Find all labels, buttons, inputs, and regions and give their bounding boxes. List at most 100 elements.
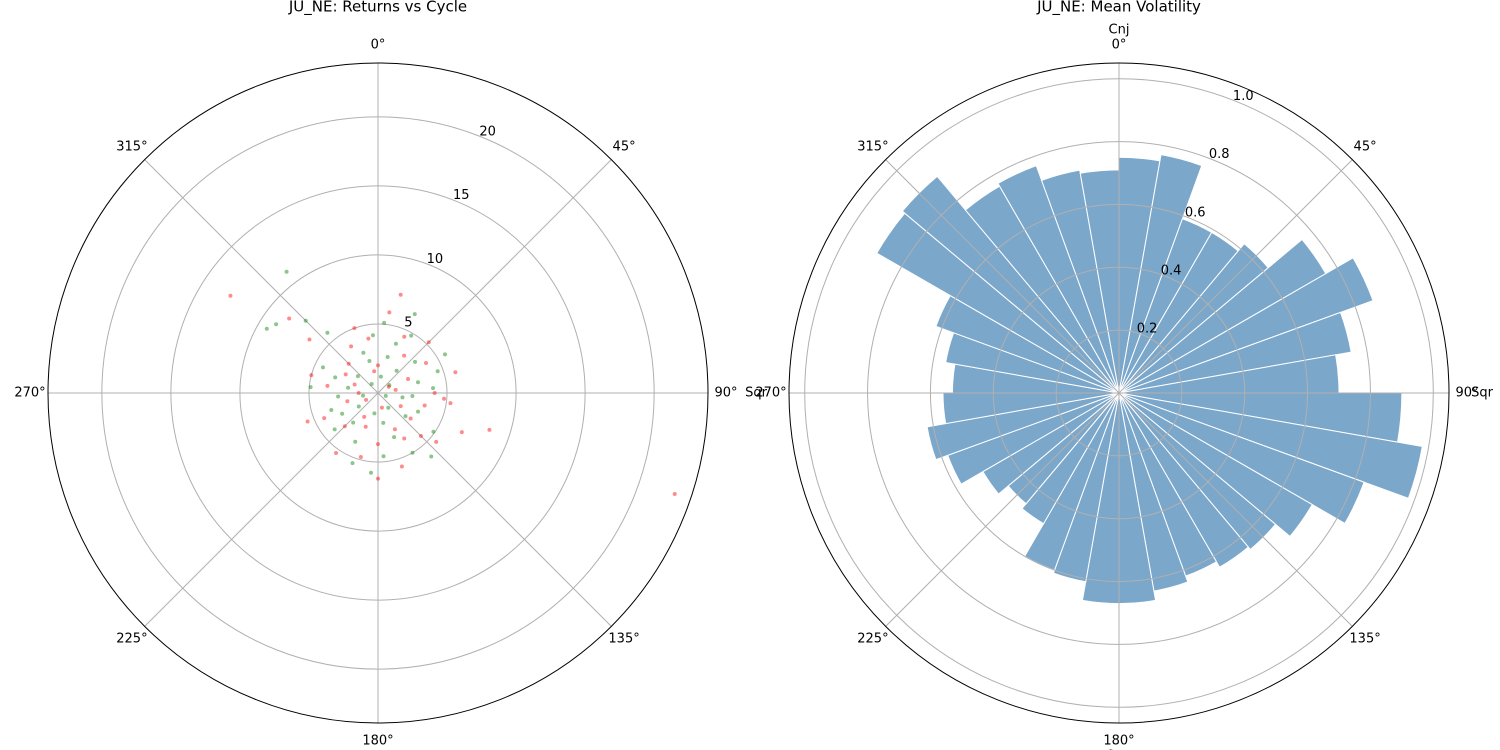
scatter-point <box>363 424 368 429</box>
polar-frame <box>788 62 1450 724</box>
scatter-point <box>382 320 387 325</box>
scatter-point <box>402 436 407 441</box>
scatter-point <box>309 373 314 378</box>
scatter-point <box>408 416 413 421</box>
scatter-point <box>356 391 361 395</box>
scatter-point <box>406 376 411 381</box>
scatter-point <box>398 404 403 409</box>
scatter-point <box>392 435 397 440</box>
bar <box>997 164 1120 394</box>
scatter-point <box>345 399 350 404</box>
scatter-point <box>487 427 492 432</box>
bar <box>1040 169 1120 394</box>
scatter-point <box>422 403 427 408</box>
scatter-point <box>358 455 363 460</box>
theta-tick-label: 135° <box>1349 632 1380 647</box>
scatter-point <box>334 450 339 455</box>
theta-tick-label: 225° <box>116 632 147 647</box>
scatter-point <box>353 439 358 444</box>
scatter-point <box>343 372 348 377</box>
scatter-point <box>431 429 436 434</box>
scatter-point <box>385 354 390 359</box>
scatter-point <box>387 383 392 388</box>
bar <box>1118 257 1374 394</box>
bar <box>926 392 1120 461</box>
scatter-point <box>376 442 380 447</box>
theta-tick-label: 270° <box>755 386 786 401</box>
scatter-point <box>403 414 408 419</box>
scatter-point <box>418 433 423 438</box>
grid-spoke <box>377 159 612 394</box>
scatter-point <box>432 391 437 395</box>
scatter-point <box>387 310 392 315</box>
scatter-point <box>333 375 338 380</box>
scatter-point <box>453 370 458 375</box>
scatter-point <box>381 454 386 459</box>
theta-tick-label: 45° <box>1354 139 1377 154</box>
scatter-point <box>322 416 327 421</box>
grid-spoke <box>1118 392 1353 627</box>
scatter-point <box>274 322 279 327</box>
scatter-point <box>355 374 360 379</box>
theta-tick-label: 45° <box>613 139 636 154</box>
theta-annotation: Cnj <box>1109 23 1130 38</box>
scatter-point <box>305 419 310 424</box>
r-tick-label: 15 <box>453 188 470 203</box>
bar <box>1118 311 1352 394</box>
grid-spoke <box>377 392 612 627</box>
scatter-point <box>424 361 429 366</box>
bar <box>1118 392 1249 568</box>
scatter-point <box>672 492 677 497</box>
theta-tick-label: 315° <box>116 139 147 154</box>
theta-tick-label: 315° <box>857 139 888 154</box>
polar-frame <box>47 62 709 724</box>
scatter-point <box>394 368 399 373</box>
r-tick-label: 1.0 <box>1233 89 1254 104</box>
chart-title: JU_NE: Mean Volatility <box>1036 0 1201 17</box>
theta-tick-label: 180° <box>362 734 393 749</box>
scatter-point <box>379 405 384 410</box>
r-tick-label: 10 <box>427 252 444 267</box>
scatter-point <box>410 394 415 399</box>
scatter-point <box>370 333 375 338</box>
scatter-point <box>416 409 421 414</box>
scatter-point <box>342 424 347 429</box>
scatter-point <box>228 293 233 298</box>
scatter-point <box>442 352 447 357</box>
scatter-point <box>383 393 388 398</box>
scatter-point <box>346 361 351 366</box>
scatter-point <box>264 326 269 331</box>
theta-tick-label: 90° <box>714 386 737 401</box>
scatter-point <box>429 454 434 459</box>
scatter-point <box>369 470 374 475</box>
theta-tick-label: 180° <box>1103 734 1134 749</box>
scatter-point <box>356 404 361 409</box>
scatter-point <box>361 350 366 355</box>
theta-tick-label: 270° <box>14 386 45 401</box>
scatter-point <box>329 408 334 413</box>
scatter-point <box>367 358 372 363</box>
theta-annotation: Sqr <box>1471 386 1494 401</box>
scatter-point <box>386 384 391 389</box>
bar <box>1118 392 1313 538</box>
scatter-point <box>364 397 369 402</box>
theta-tick-label: 90° <box>1455 386 1478 401</box>
scatter-point <box>352 326 357 331</box>
scatter-point <box>366 336 371 341</box>
bar <box>1021 392 1120 525</box>
r-tick-label: 0.4 <box>1161 263 1182 278</box>
chart-title: JU_NE: Returns vs Cycle <box>288 0 467 17</box>
r-tick-label: 0.8 <box>1209 147 1230 162</box>
theta-annotation: Opp <box>1106 749 1133 750</box>
scatter-point <box>386 405 391 410</box>
bar <box>1052 392 1120 583</box>
scatter-point <box>369 381 374 386</box>
scatter-point <box>409 333 414 338</box>
scatter-point <box>399 464 404 469</box>
theta-tick-label: 225° <box>857 632 888 647</box>
scatter-point <box>350 461 355 466</box>
scatter-point <box>287 316 292 321</box>
scatter-point <box>325 383 330 388</box>
r-tick-label: 5 <box>404 316 412 331</box>
